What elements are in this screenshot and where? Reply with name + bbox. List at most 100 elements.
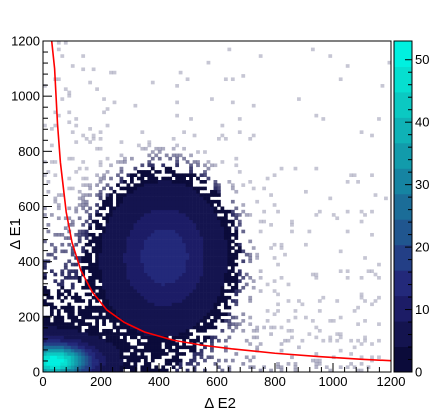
heatmap-cell <box>217 299 221 303</box>
heatmap-cell <box>196 279 200 283</box>
heatmap-cell <box>74 170 79 174</box>
heatmap-cell <box>164 219 169 224</box>
heatmap-cell <box>81 368 86 373</box>
heatmap-cell <box>98 352 103 356</box>
heatmap-cell <box>53 319 58 323</box>
heatmap-cell <box>217 295 221 300</box>
heatmap-cell <box>136 289 141 293</box>
heatmap-cell <box>63 338 68 343</box>
heatmap-cell <box>192 259 197 264</box>
heatmap-cell <box>109 352 113 356</box>
heatmap-cell <box>88 206 93 211</box>
heatmap-cell <box>112 319 117 323</box>
heatmap-cell <box>91 328 96 333</box>
heatmap-cell <box>189 163 193 168</box>
heatmap-cell <box>171 183 176 187</box>
heatmap-cell <box>126 328 131 333</box>
heatmap-cell <box>164 335 169 340</box>
heatmap-cell <box>150 282 155 287</box>
heatmap-cell <box>105 355 110 360</box>
heatmap-cell <box>70 186 75 191</box>
heatmap-cell <box>123 193 127 197</box>
heatmap-cell <box>234 256 239 260</box>
heatmap-cell <box>161 368 166 373</box>
heatmap-cell <box>192 312 197 317</box>
heatmap-cell <box>126 302 131 307</box>
heatmap-cell <box>91 246 96 250</box>
heatmap-cell <box>168 302 173 307</box>
heatmap-cell <box>49 342 54 346</box>
heatmap-cell <box>46 348 51 353</box>
heatmap-cell <box>140 199 145 204</box>
heatmap-cell <box>154 176 159 181</box>
heatmap-cell <box>143 269 148 273</box>
heatmap-cell <box>241 312 246 317</box>
heatmap-cell <box>234 262 239 267</box>
heatmap-cell <box>161 276 166 280</box>
heatmap-cell <box>112 259 117 264</box>
heatmap-cell <box>109 252 113 257</box>
heatmap-cell <box>164 223 169 227</box>
heatmap-cell <box>230 358 235 363</box>
heatmap-cell <box>116 196 120 201</box>
heatmap-cell <box>150 345 155 350</box>
heatmap-cell <box>213 282 218 287</box>
heatmap-cell <box>136 332 141 336</box>
heatmap-cell <box>154 246 159 250</box>
heatmap-cell <box>67 242 72 247</box>
heatmap-cell <box>377 276 381 280</box>
heatmap-cell <box>74 117 79 121</box>
heatmap-cell <box>164 352 169 356</box>
heatmap-cell <box>60 319 65 323</box>
heatmap-cell <box>43 345 47 350</box>
heatmap-cell <box>213 312 218 317</box>
heatmap-cell <box>88 256 93 260</box>
heatmap-cell <box>133 252 138 257</box>
heatmap-cell <box>210 312 214 317</box>
heatmap-cell <box>223 246 228 250</box>
heatmap-cell <box>310 272 315 277</box>
heatmap-cell <box>154 342 159 346</box>
heatmap-cell <box>143 305 148 310</box>
heatmap-cell <box>123 332 127 336</box>
heatmap-cell <box>279 276 284 280</box>
heatmap-cell <box>175 196 180 201</box>
heatmap-cell <box>98 312 103 317</box>
heatmap-cell <box>203 209 207 214</box>
heatmap-cell <box>46 368 51 373</box>
heatmap-cell <box>123 196 127 201</box>
heatmap-cell <box>119 315 124 320</box>
heatmap-cell <box>109 186 113 191</box>
heatmap-cell <box>223 232 228 237</box>
heatmap-cell <box>133 209 138 214</box>
heatmap-cell <box>220 259 225 264</box>
heatmap-cell <box>140 285 145 290</box>
heatmap-cell <box>255 325 260 330</box>
heatmap-cell <box>136 209 141 214</box>
heatmap-cell <box>84 166 89 171</box>
heatmap-cell <box>164 319 169 323</box>
heatmap-cell <box>199 229 204 234</box>
heatmap-cell <box>154 262 159 267</box>
heatmap-cell <box>126 196 131 201</box>
heatmap-cell <box>196 189 200 194</box>
heatmap-cell <box>182 189 186 194</box>
heatmap-cell <box>123 292 127 297</box>
heatmap-cell <box>154 368 159 373</box>
heatmap-cell <box>150 249 155 254</box>
heatmap-cell <box>143 299 148 303</box>
heatmap-cell <box>116 285 120 290</box>
heatmap-cell <box>192 272 197 277</box>
heatmap-cell <box>105 365 110 369</box>
heatmap-cell <box>102 203 106 207</box>
heatmap-cell <box>189 256 193 260</box>
heatmap-cell <box>157 259 162 264</box>
heatmap-cell <box>199 312 204 317</box>
heatmap-cell <box>182 338 186 343</box>
heatmap-cell <box>43 342 47 346</box>
heatmap-cell <box>70 338 75 343</box>
heatmap-cell <box>262 365 267 369</box>
heatmap-cell <box>53 362 58 366</box>
heatmap-cell <box>74 352 79 356</box>
heatmap-cell <box>143 249 148 254</box>
